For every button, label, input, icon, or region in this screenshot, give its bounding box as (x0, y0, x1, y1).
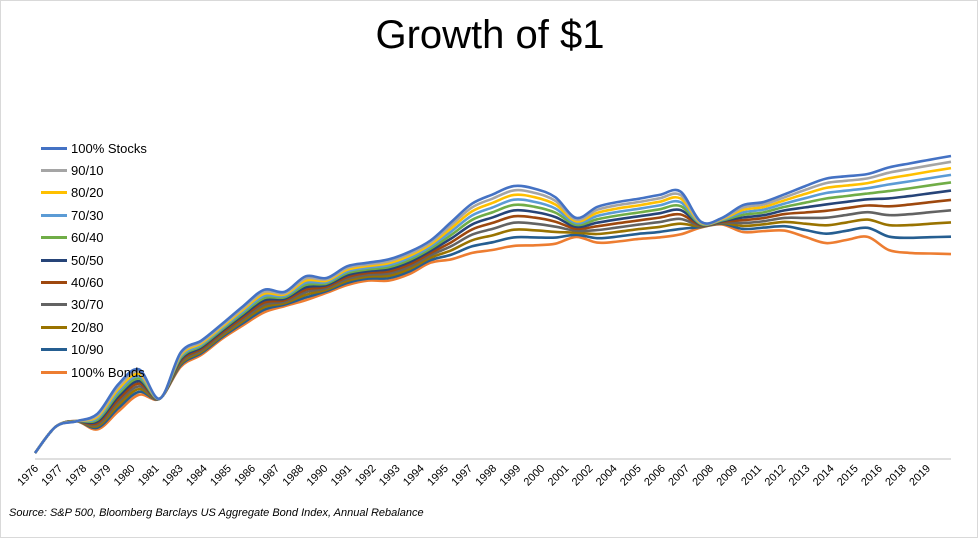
legend-item: 60/40 (41, 227, 147, 249)
legend-item: 90/10 (41, 159, 147, 181)
x-tick-label: 2013 (787, 463, 813, 489)
legend-label: 100% Stocks (71, 140, 147, 156)
x-tick-label: 1998 (473, 463, 499, 489)
x-tick-label: 1979 (88, 463, 114, 489)
legend-item: 30/70 (41, 294, 147, 316)
legend-swatch (41, 169, 67, 173)
legend: 100% Stocks 90/10 80/20 70/30 60/40 50/50 40/6… (41, 137, 147, 383)
legend-label: 10/90 (71, 342, 104, 358)
series-layer (33, 154, 952, 454)
x-tick-label: 2015 (835, 463, 861, 489)
source-note: Source: S&P 500, Bloomberg Barclays US A… (9, 507, 424, 519)
series-line-100-bonds (33, 222, 952, 454)
legend-swatch (41, 303, 67, 307)
legend-label: 80/20 (71, 185, 104, 201)
legend-swatch (41, 348, 67, 352)
series-line-10-90 (33, 222, 952, 454)
legend-label: 70/30 (71, 207, 104, 223)
x-tick-label: 2018 (883, 463, 909, 489)
legend-item: 100% Stocks (41, 137, 147, 159)
x-tick-label: 1987 (256, 463, 282, 489)
x-tick-label: 1983 (160, 463, 186, 489)
legend-swatch (41, 213, 67, 217)
x-tick-label: 2001 (546, 463, 572, 489)
series-line-40-60 (33, 198, 952, 454)
x-tick-label: 1995 (425, 463, 451, 489)
x-tick-label: 2012 (763, 463, 789, 489)
x-tick-label: 2008 (690, 463, 716, 489)
x-tick-label: 2011 (739, 463, 764, 488)
series-line-100-stocks (33, 154, 952, 454)
x-tick-label: 2019 (907, 463, 933, 489)
x-tick-label: 1999 (497, 463, 523, 489)
x-tick-label: 1976 (15, 463, 41, 489)
x-tick-label: 1980 (112, 463, 138, 489)
x-tick-label: 2007 (666, 463, 692, 489)
x-tick-label: 1997 (449, 463, 475, 489)
legend-swatch (41, 281, 67, 285)
legend-swatch (41, 258, 67, 262)
legend-swatch (41, 325, 67, 329)
x-tick-label: 1984 (184, 463, 210, 489)
x-tick-label: 2002 (570, 463, 596, 489)
legend-label: 90/10 (71, 163, 104, 179)
legend-label: 20/80 (71, 319, 104, 335)
x-tick-label: 2000 (522, 463, 548, 489)
x-tick-label: 1990 (305, 463, 331, 489)
legend-label: 40/60 (71, 275, 104, 291)
legend-item: 10/90 (41, 339, 147, 361)
legend-item: 80/20 (41, 182, 147, 204)
x-tick-label: 1988 (281, 463, 307, 489)
legend-label: 60/40 (71, 230, 104, 246)
x-tick-label: 1992 (353, 463, 379, 489)
x-tick-label: 2009 (714, 463, 740, 489)
legend-item: 40/60 (41, 271, 147, 293)
x-tick-label: 1991 (329, 463, 355, 489)
legend-label: 30/70 (71, 297, 104, 313)
x-tick-label: 1986 (232, 463, 258, 489)
series-line-20-80 (33, 218, 952, 454)
x-tick-label: 1978 (64, 463, 90, 489)
x-tick-label: 1977 (39, 463, 65, 489)
legend-swatch (41, 146, 67, 150)
legend-item: 50/50 (41, 249, 147, 271)
legend-item: 70/30 (41, 204, 147, 226)
legend-item: 20/80 (41, 316, 147, 338)
legend-item: 100% Bonds (41, 361, 147, 383)
legend-label: 100% Bonds (71, 364, 145, 380)
series-line-30-70 (33, 209, 952, 454)
x-tick-label: 2016 (859, 463, 885, 489)
x-tick-layer: 1976197719781979198019811983198419851986… (15, 463, 933, 489)
x-tick-label: 2005 (618, 463, 644, 489)
legend-label: 50/50 (71, 252, 104, 268)
x-tick-label: 1994 (401, 463, 427, 489)
x-tick-label: 1981 (136, 463, 162, 489)
legend-swatch (41, 236, 67, 240)
legend-swatch (41, 370, 67, 374)
x-tick-label: 2006 (642, 463, 668, 489)
legend-swatch (41, 191, 67, 195)
x-tick-label: 2004 (594, 463, 620, 489)
x-tick-label: 1993 (377, 463, 403, 489)
x-tick-label: 2014 (811, 463, 837, 489)
x-tick-label: 1985 (208, 463, 234, 489)
chart-title: Growth of $1 (375, 13, 605, 57)
